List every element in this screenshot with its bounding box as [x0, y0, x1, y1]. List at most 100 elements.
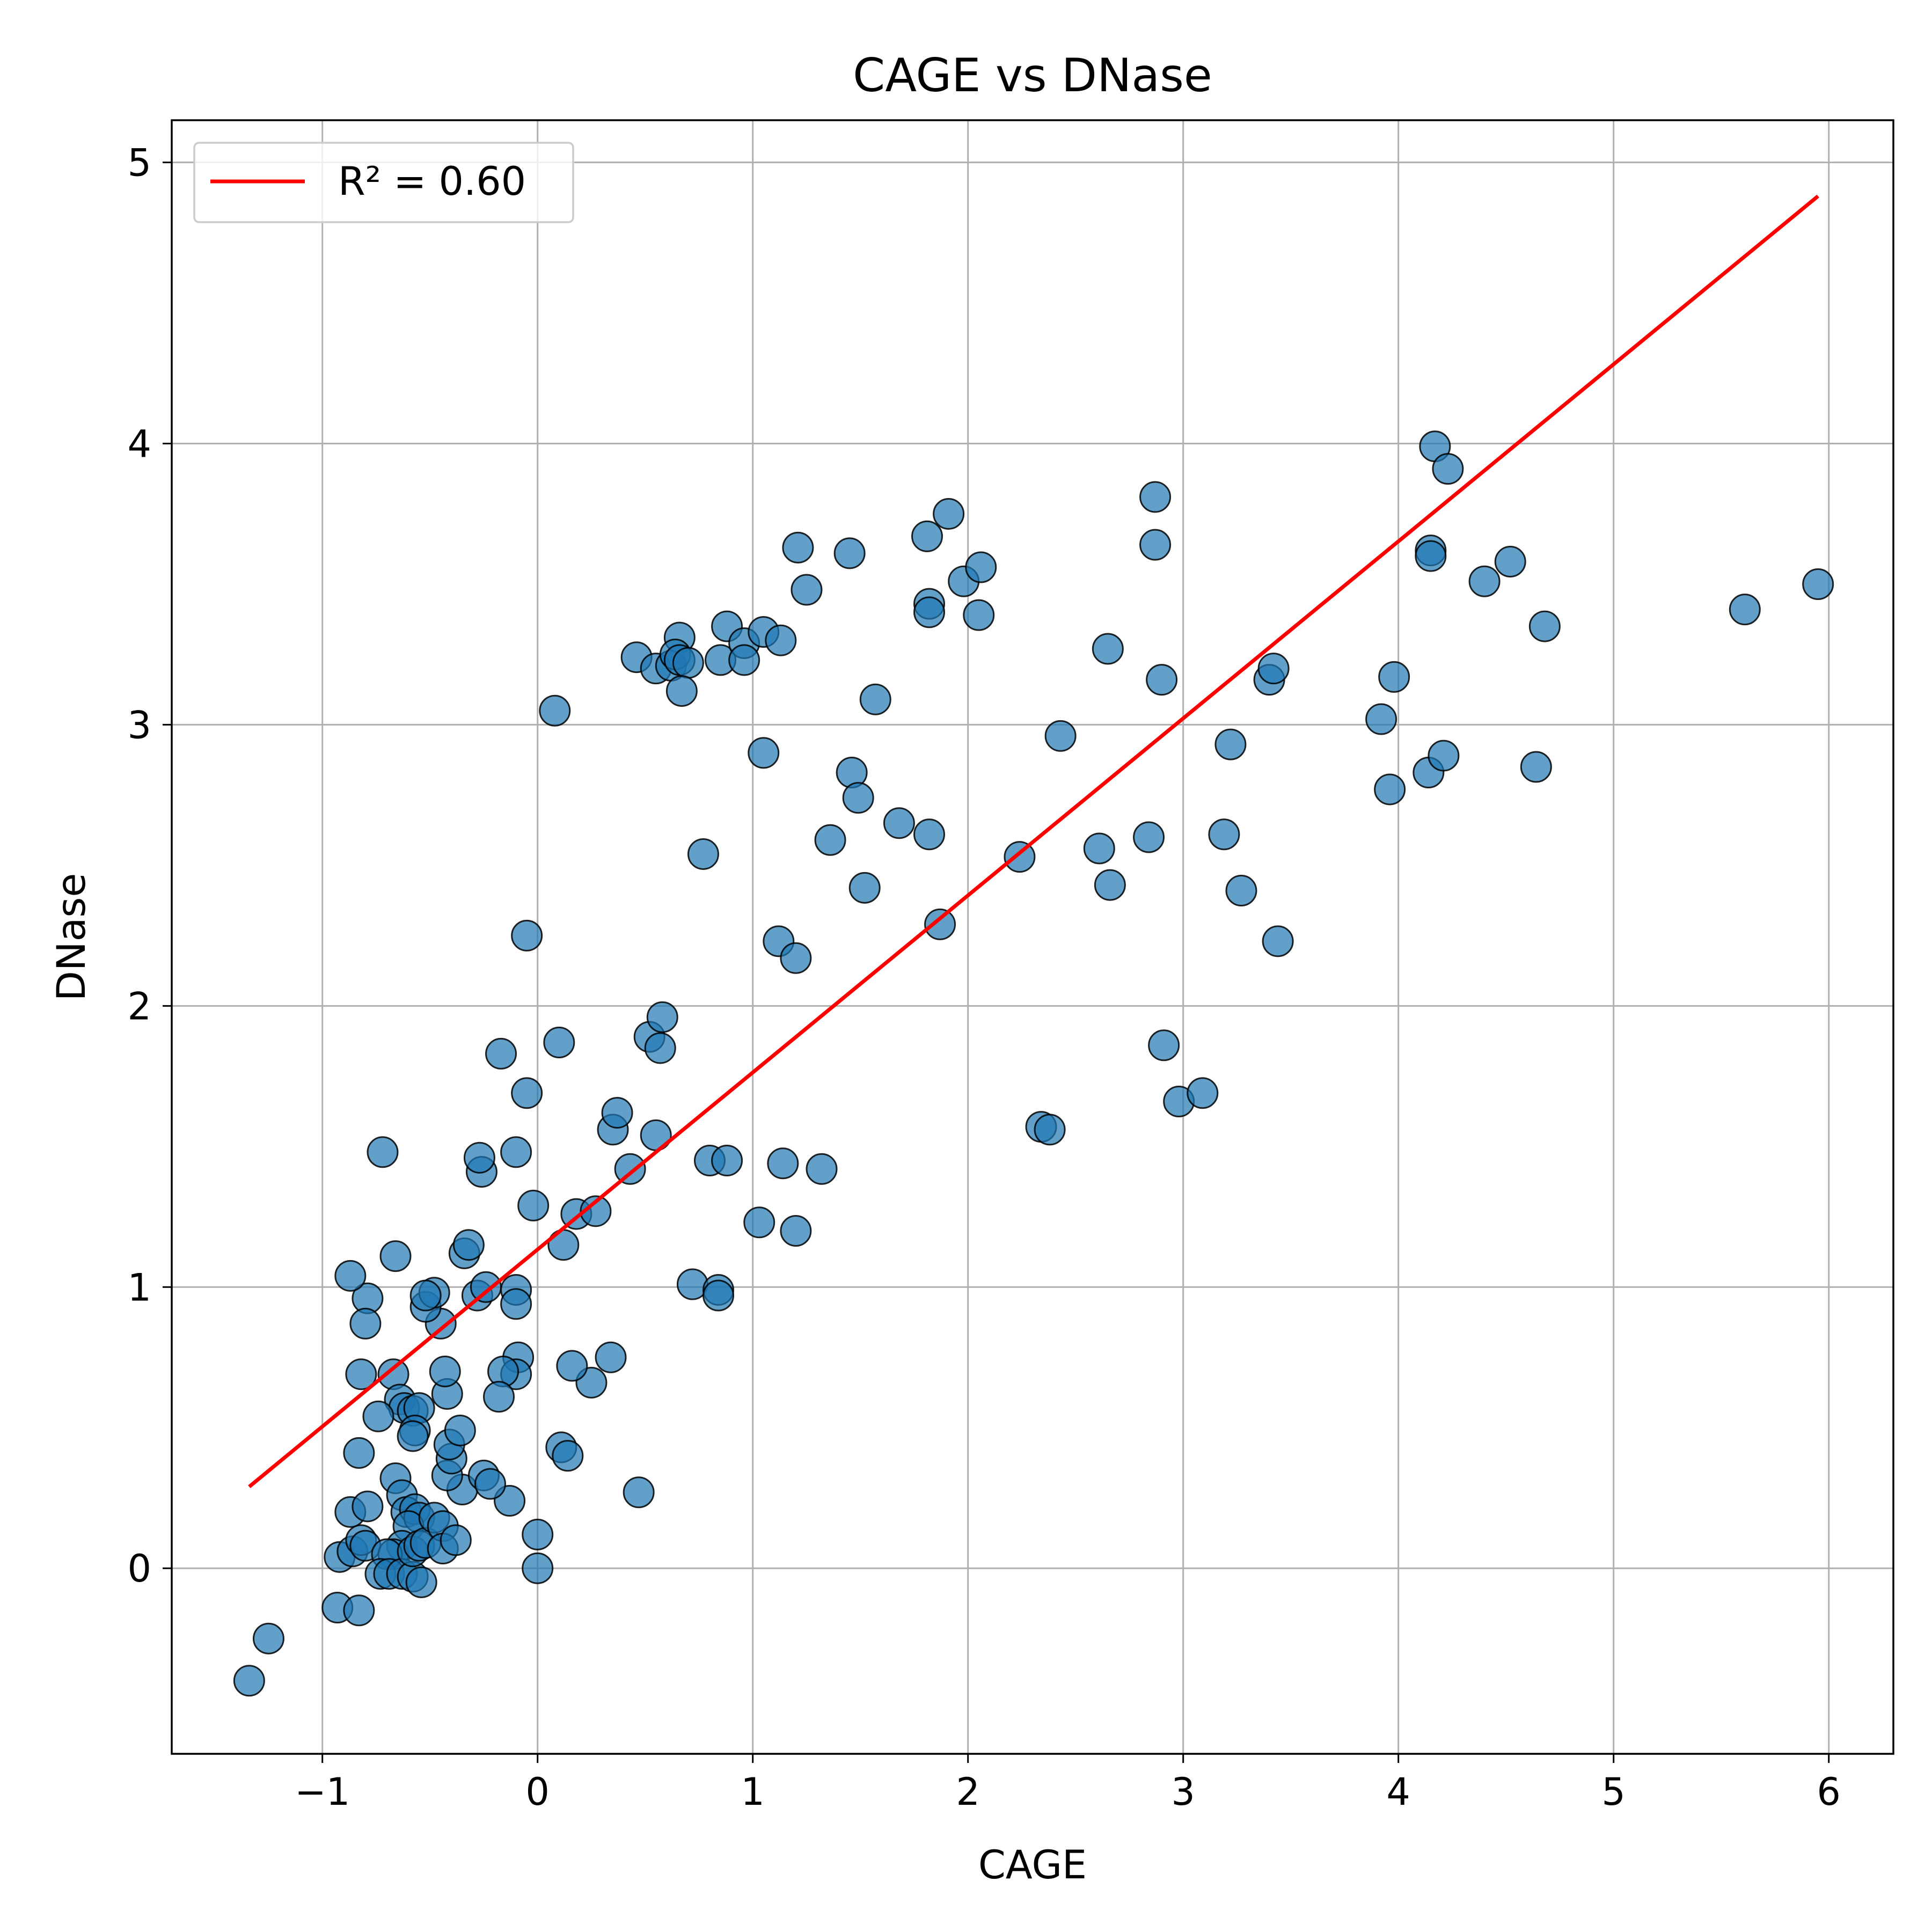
- data-point: [1208, 818, 1240, 851]
- data-point: [1494, 546, 1526, 578]
- data-point: [782, 531, 814, 564]
- axis-ticks: −1 0 1 2 3 4 5 6 0 1 2 3 4 5: [127, 141, 1841, 1814]
- x-tick-label: 0: [525, 1770, 550, 1814]
- data-point: [806, 1153, 838, 1185]
- x-tick-label: 2: [956, 1770, 980, 1814]
- y-tick-label: 3: [127, 703, 151, 747]
- data-point: [1365, 703, 1397, 735]
- data-point: [1146, 664, 1178, 696]
- data-point: [859, 683, 891, 715]
- data-point: [1092, 633, 1124, 665]
- data-point: [842, 782, 874, 814]
- y-tick-label: 5: [127, 141, 151, 185]
- data-point: [767, 1147, 799, 1180]
- y-tick-label: 0: [127, 1547, 151, 1591]
- data-point: [1428, 740, 1460, 772]
- data-point: [1528, 610, 1561, 642]
- data-point: [522, 1518, 554, 1550]
- data-point: [728, 644, 760, 676]
- data-point: [539, 694, 571, 727]
- data-point: [1004, 841, 1036, 873]
- data-point: [444, 1414, 476, 1446]
- data-point: [1187, 1077, 1219, 1109]
- data-point: [463, 1141, 495, 1174]
- data-point: [848, 872, 881, 904]
- points-layer: [233, 430, 1834, 1697]
- x-tick-label: 3: [1171, 1770, 1195, 1814]
- data-point: [379, 1240, 412, 1272]
- data-point: [1139, 481, 1172, 513]
- x-tick-label: 5: [1601, 1770, 1626, 1814]
- data-point: [409, 1279, 442, 1312]
- data-point: [500, 1136, 532, 1168]
- data-point: [556, 1350, 588, 1382]
- legend: R² = 0.60: [193, 142, 574, 223]
- data-point: [1374, 773, 1406, 806]
- data-point: [1257, 653, 1290, 685]
- legend-box: [193, 142, 574, 223]
- data-point: [646, 1001, 678, 1033]
- data-point: [791, 574, 823, 606]
- data-point: [1094, 869, 1126, 901]
- data-point: [343, 1437, 375, 1469]
- data-point: [1415, 540, 1447, 572]
- data-point: [672, 647, 704, 679]
- data-point: [429, 1355, 461, 1387]
- data-point: [687, 838, 719, 870]
- data-point: [349, 1307, 382, 1340]
- data-point: [352, 1490, 384, 1523]
- x-tick-label: 1: [741, 1770, 765, 1814]
- data-point: [405, 1566, 437, 1598]
- legend-label: R² = 0.60: [338, 159, 526, 204]
- data-point: [963, 599, 995, 631]
- data-point: [470, 1271, 502, 1303]
- data-point: [511, 919, 543, 952]
- data-point: [780, 1215, 812, 1247]
- data-point: [644, 1032, 676, 1064]
- data-point: [1729, 594, 1761, 626]
- x-tick-label: −1: [295, 1770, 350, 1814]
- data-point: [362, 1400, 394, 1432]
- x-axis-label: CAGE: [978, 1842, 1087, 1888]
- data-point: [1214, 728, 1247, 760]
- y-axis-label: DNase: [49, 873, 94, 1001]
- data-point: [1083, 832, 1115, 865]
- data-point: [711, 1145, 743, 1177]
- data-point: [500, 1288, 532, 1320]
- data-point: [367, 1136, 399, 1168]
- data-point: [1133, 821, 1165, 853]
- data-point: [924, 908, 956, 940]
- data-point: [452, 1229, 485, 1261]
- chart-title: CAGE vs DNase: [853, 49, 1212, 103]
- y-tick-label: 1: [127, 1265, 151, 1309]
- regression-line: [248, 194, 1819, 1488]
- data-point: [334, 1260, 367, 1292]
- data-point: [397, 1420, 429, 1452]
- data-point: [595, 1341, 627, 1373]
- data-point: [485, 1037, 517, 1070]
- data-point: [233, 1665, 265, 1697]
- data-point: [1225, 875, 1257, 907]
- data-point: [1034, 1114, 1066, 1146]
- data-point: [343, 1594, 375, 1627]
- data-point: [780, 942, 812, 974]
- data-point: [601, 1096, 633, 1129]
- data-point: [1468, 565, 1501, 597]
- data-point: [965, 551, 997, 583]
- data-point: [814, 824, 846, 856]
- data-point: [1044, 720, 1077, 752]
- data-point: [1520, 751, 1552, 783]
- data-point: [517, 1189, 550, 1221]
- x-tick-label: 4: [1386, 1770, 1410, 1814]
- data-point: [748, 737, 780, 769]
- data-point: [252, 1622, 284, 1655]
- data-point: [1262, 925, 1294, 957]
- data-point: [543, 1026, 575, 1058]
- data-point: [440, 1524, 472, 1556]
- data-point: [911, 520, 943, 552]
- fit-line-layer: [248, 194, 1819, 1488]
- data-point: [580, 1195, 612, 1227]
- data-point: [511, 1077, 543, 1109]
